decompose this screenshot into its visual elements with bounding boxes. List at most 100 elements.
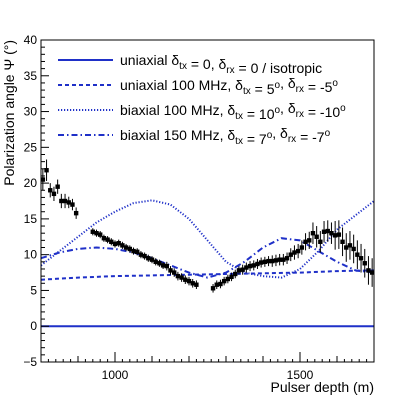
- legend-text-part: = 0 / isotropic: [235, 60, 323, 76]
- data-point: [153, 259, 158, 265]
- y-tick-label: 35: [24, 69, 38, 83]
- y-tick-label: 30: [24, 105, 38, 119]
- data-point: [164, 263, 169, 269]
- legend-superscript: o: [340, 103, 346, 114]
- legend-text-part: = 5: [251, 81, 275, 97]
- legend-text-part: uniaxial δ: [120, 52, 179, 68]
- data-point: [366, 268, 371, 273]
- data-point: [281, 257, 286, 262]
- data-point: [120, 243, 125, 248]
- data-point: [214, 282, 219, 287]
- legend-subscript: tx: [179, 61, 187, 72]
- data-point: [55, 184, 60, 189]
- legend-superscript: o: [332, 78, 338, 89]
- data-point: [218, 281, 223, 287]
- y-axis-title: Polarization angle Ψ (°): [1, 40, 17, 186]
- data-point: [310, 231, 316, 236]
- y-tick-label: 20: [24, 176, 38, 190]
- data-point: [236, 268, 242, 273]
- data-point: [221, 278, 227, 284]
- data-point: [344, 245, 349, 250]
- y-tick-label: 5: [30, 283, 37, 297]
- data-point: [303, 239, 308, 244]
- data-point: [247, 263, 253, 269]
- data-point: [358, 256, 364, 261]
- data-point: [321, 229, 327, 234]
- data-point: [105, 237, 110, 242]
- data-point: [51, 191, 57, 197]
- series-line-3: [41, 237, 374, 279]
- data-point: [240, 267, 245, 272]
- legend-text-part: = -10: [304, 104, 340, 120]
- data-point: [251, 263, 256, 268]
- data-point: [329, 231, 334, 236]
- data-point: [299, 245, 305, 250]
- data-point: [262, 259, 268, 265]
- data-point: [157, 261, 162, 266]
- legend-subscript: rx: [296, 84, 304, 95]
- legend-text-part: = -7: [296, 129, 325, 145]
- data-point: [332, 233, 338, 238]
- x-tick-label: 1500: [287, 368, 314, 382]
- data-point: [127, 246, 132, 252]
- legend-label-3: biaxial 150 MHz, δtx = 7o, δrx = -7o: [120, 125, 331, 147]
- legend-text-part: = 0, δ: [187, 56, 227, 72]
- legend-text-part: , δ: [272, 125, 288, 141]
- legend-subscript: tx: [235, 111, 243, 122]
- data-point: [66, 200, 71, 205]
- data-point: [307, 238, 312, 243]
- legend-superscript: o: [267, 130, 273, 141]
- legend-subscript: tx: [243, 86, 251, 97]
- data-point: [355, 252, 360, 257]
- legend-text-part: = -5: [304, 79, 333, 95]
- data-point: [59, 198, 64, 204]
- legend-superscript: o: [275, 80, 281, 91]
- y-tick-label: 15: [24, 212, 38, 226]
- data-point: [229, 274, 234, 280]
- data-point: [351, 246, 356, 252]
- data-point: [186, 278, 192, 284]
- legend-label-0: uniaxial δtx = 0, δrx = 0 / isotropic: [120, 52, 322, 76]
- data-point: [340, 239, 345, 244]
- y-tick-label: 40: [24, 33, 38, 47]
- data-point: [233, 271, 238, 277]
- plot-frame: [40, 39, 375, 363]
- data-point: [160, 263, 166, 268]
- data-point: [336, 232, 342, 237]
- legend-subscript: rx: [296, 109, 304, 120]
- legend-label-2: biaxial 100 MHz, δtx = 10o, δrx = -10o: [120, 100, 346, 122]
- series-line-2: [41, 199, 374, 279]
- data-point: [168, 268, 173, 273]
- data-point: [172, 270, 177, 275]
- data-point: [362, 261, 367, 266]
- data-point: [149, 257, 155, 262]
- data-point: [347, 243, 353, 248]
- legend-subscript: tx: [235, 136, 243, 147]
- data-point: [314, 234, 319, 239]
- data-point: [123, 245, 129, 250]
- data-point: [94, 231, 99, 236]
- series-layer: [41, 199, 374, 328]
- data-point: [70, 202, 75, 207]
- data-point: [98, 232, 103, 237]
- data-point: [194, 282, 199, 287]
- data-point: [190, 281, 195, 286]
- axis-ticks: −5 0 5 10 15 20 25 30 35 40 1000 1500: [23, 33, 375, 382]
- data-point: [175, 273, 181, 279]
- legend: uniaxial δtx = 0, δrx = 0 / isotropicuni…: [58, 52, 346, 147]
- legend-text-part: = 7: [243, 131, 267, 147]
- data-point: [270, 258, 275, 264]
- x-axis-title: Pulser depth (m): [271, 379, 374, 395]
- legend-label-1: uniaxial 100 MHz, δtx = 5o, δrx = -5o: [120, 75, 338, 97]
- data-point: [255, 261, 260, 267]
- data-point: [112, 241, 118, 247]
- data-point: [142, 253, 147, 259]
- y-tick-label: 25: [24, 140, 38, 154]
- data-point: [131, 248, 136, 254]
- legend-superscript: o: [325, 128, 331, 139]
- data-point: [292, 250, 297, 255]
- data-point: [325, 228, 330, 234]
- legend-text-part: biaxial 150 MHz, δ: [120, 127, 235, 143]
